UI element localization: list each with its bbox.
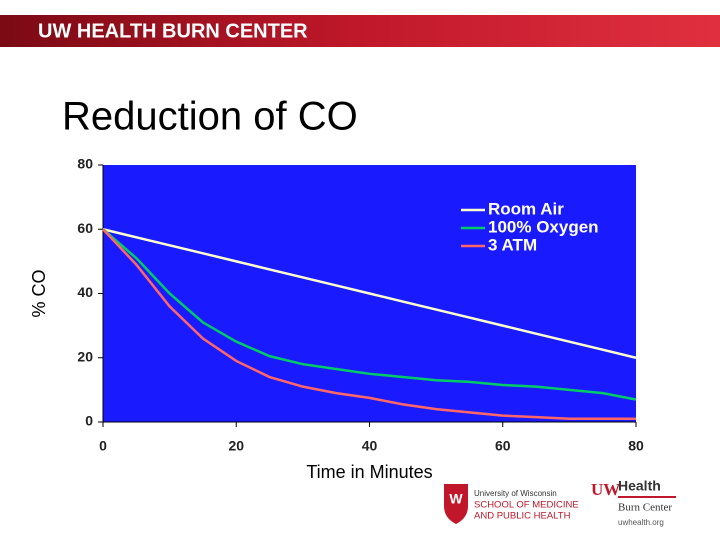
chart: 0 20 40 60 80 0 20 40 60 80 Time in Minutes % CO Roo… (29, 156, 644, 482)
header-title: UW HEALTH BURN CENTER (38, 20, 308, 42)
series-line (102, 228, 636, 421)
x-tick-label: 0 (99, 438, 107, 454)
legend-label: Room Air (488, 199, 564, 218)
chart-title: Reduction of CO (62, 95, 358, 139)
x-axis-label: Time in Minutes (306, 462, 432, 482)
crest (444, 484, 468, 524)
y-tick-label: 40 (77, 284, 93, 300)
series-line (102, 228, 637, 401)
y-tick-label: 80 (77, 156, 93, 172)
logo-text: University of Wisconsin (474, 489, 557, 498)
x-tick-label: 80 (628, 438, 644, 454)
x-tick-label: 40 (362, 438, 378, 454)
header-band (0, 15, 720, 47)
x-tick-label: 20 (228, 438, 244, 454)
y-tick-label: 20 (77, 348, 93, 364)
series-line (102, 228, 637, 359)
crest-letter: W (449, 491, 463, 507)
x-tick-label: 60 (495, 438, 511, 454)
logo-text: Burn Center (618, 502, 672, 514)
y-axis-label: % CO (29, 269, 49, 317)
logo-text: uwhealth.org (618, 518, 664, 527)
logo-text: AND PUBLIC HEALTH (474, 511, 571, 522)
legend-label: 100% Oxygen (488, 217, 599, 236)
legend-label: 3 ATM (488, 235, 537, 254)
y-tick-label: 0 (85, 413, 93, 429)
logo-text: Health (618, 478, 661, 494)
health-logo: UW Health Burn Center uwhealth.org (591, 478, 676, 527)
logo-text: SCHOOL OF MEDICINE (474, 500, 579, 511)
school-logo: W University of Wisconsin SCHOOL OF MEDI… (444, 484, 579, 524)
y-tick-label: 60 (77, 220, 93, 236)
logo-text: UW (591, 480, 620, 499)
